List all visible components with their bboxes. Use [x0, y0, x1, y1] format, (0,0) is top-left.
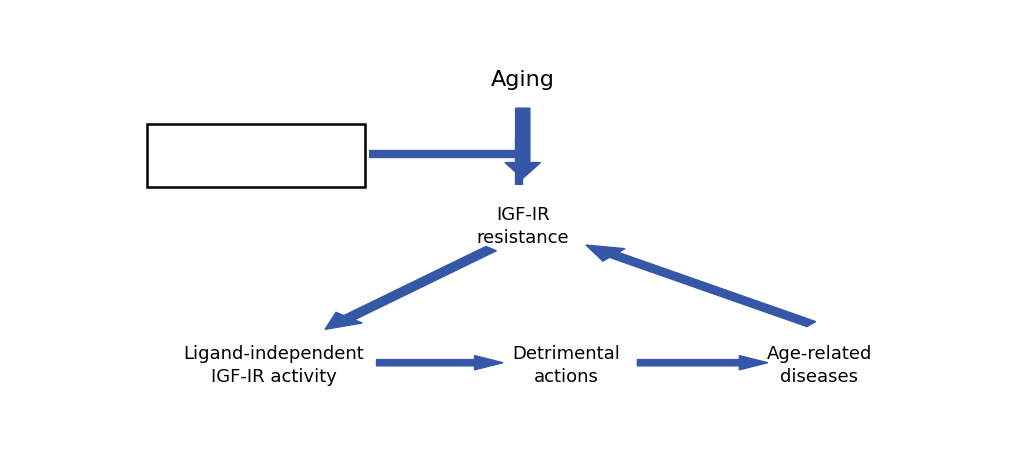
Text: Detrimental
actions: Detrimental actions [512, 344, 620, 385]
Text: Aging: Aging [490, 70, 554, 90]
FancyArrow shape [585, 246, 815, 327]
FancyArrow shape [504, 109, 540, 179]
Text: IGF-IR inhibition: IGF-IR inhibition [157, 133, 300, 152]
Text: Age-related
diseases: Age-related diseases [765, 344, 871, 385]
Text: IGF-IR sensitization: IGF-IR sensitization [157, 161, 329, 179]
FancyBboxPatch shape [147, 125, 365, 188]
FancyArrow shape [376, 356, 502, 370]
Text: Ligand-independent
IGF-IR activity: Ligand-independent IGF-IR activity [183, 344, 364, 385]
FancyArrow shape [637, 356, 767, 370]
Text: IGF-IR
resistance: IGF-IR resistance [476, 205, 569, 247]
FancyArrow shape [325, 247, 496, 329]
